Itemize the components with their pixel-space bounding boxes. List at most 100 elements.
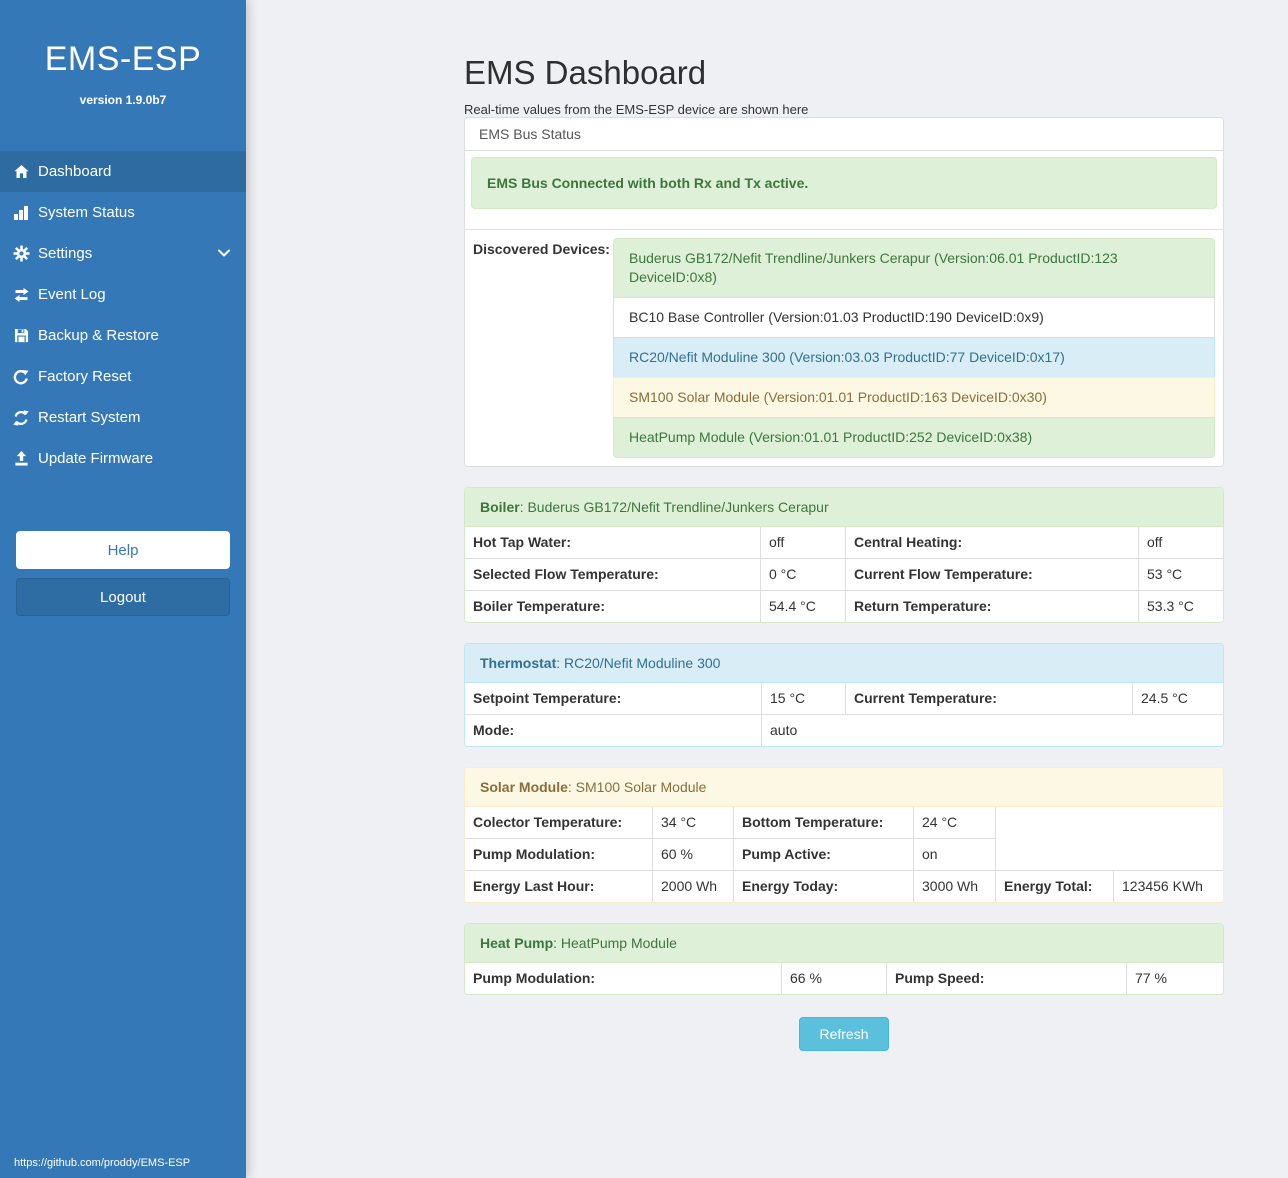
sidebar-item-settings[interactable]: Settings <box>0 233 246 274</box>
field-label: Return Temperature: <box>846 591 1139 622</box>
ems-bus-status-panel: EMS Bus Status EMS Bus Connected with bo… <box>464 117 1224 467</box>
main-content: EMS Dashboard Real-time values from the … <box>246 0 1288 1178</box>
thermostat-panel-title: Thermostat: RC20/Nefit Moduline 300 <box>465 644 1223 683</box>
table-row: Pump Modulation: 66 % Pump Speed: 77 % <box>465 963 1223 994</box>
sidebar-item-system-status[interactable]: System Status <box>0 192 246 233</box>
field-label: Pump Active: <box>734 839 914 870</box>
field-value: 60 % <box>653 839 734 870</box>
sidebar-item-label: Event Log <box>38 286 106 303</box>
field-value: 24 °C <box>914 807 996 839</box>
field-value: 34 °C <box>653 807 734 839</box>
table-row: Selected Flow Temperature: 0 °C Current … <box>465 558 1223 590</box>
field-value: 123456 KWh <box>1122 878 1203 894</box>
device-list-item: BC10 Base Controller (Version:01.03 Prod… <box>613 297 1215 338</box>
bus-status-alert: EMS Bus Connected with both Rx and Tx ac… <box>471 157 1217 209</box>
floppy-disk-icon <box>8 327 34 345</box>
field-value: 54.4 °C <box>761 591 846 622</box>
refresh-button[interactable]: Refresh <box>799 1017 889 1051</box>
field-label: Current Temperature: <box>846 683 1133 714</box>
boiler-panel: Boiler: Buderus GB172/Nefit Trendline/Ju… <box>464 487 1224 623</box>
sidebar-item-factory-reset[interactable]: Factory Reset <box>0 356 246 397</box>
sidebar-nav: Dashboard System Status Sett <box>0 151 246 479</box>
field-label: Pump Speed: <box>887 963 1127 994</box>
transfer-arrows-icon <box>8 286 34 304</box>
empty-cell <box>996 839 1223 870</box>
field-value: 15 °C <box>762 683 846 714</box>
field-value: 66 % <box>782 963 887 994</box>
field-value: 53 °C <box>1147 566 1183 582</box>
sidebar-item-label: Restart System <box>38 409 141 426</box>
upload-icon <box>8 450 34 468</box>
page-subtitle: Real-time values from the EMS-ESP device… <box>464 102 809 117</box>
field-label: Energy Last Hour: <box>465 871 653 902</box>
field-value: 2000 Wh <box>653 871 734 902</box>
page-title: EMS Dashboard <box>464 54 707 91</box>
panel-title-bold: Thermostat <box>480 655 557 671</box>
field-label: Pump Modulation: <box>465 963 782 994</box>
solar-module-panel: Solar Module: SM100 Solar Module Colecto… <box>464 767 1224 903</box>
panel-title-device: : HeatPump Module <box>553 935 677 951</box>
field-label: Hot Tap Water: <box>465 527 761 558</box>
table-row: Mode: auto <box>465 714 1223 746</box>
bar-chart-icon <box>8 204 34 222</box>
device-list: Buderus GB172/Nefit Trendline/Junkers Ce… <box>613 238 1215 458</box>
device-list-item: HeatPump Module (Version:01.01 ProductID… <box>613 417 1215 458</box>
github-link[interactable]: https://github.com/proddy/EMS-ESP <box>14 1157 191 1169</box>
heat-pump-panel: Heat Pump: HeatPump Module Pump Modulati… <box>464 923 1224 995</box>
device-list-item: RC20/Nefit Moduline 300 (Version:03.03 P… <box>613 337 1215 378</box>
sidebar-item-label: Update Firmware <box>38 450 154 467</box>
panel-title-device: : SM100 Solar Module <box>567 779 707 795</box>
chevron-down-icon <box>218 249 230 257</box>
thermostat-panel: Thermostat: RC20/Nefit Moduline 300 Setp… <box>464 643 1224 747</box>
sidebar-item-label: Factory Reset <box>38 368 132 385</box>
sidebar-item-backup-restore[interactable]: Backup & Restore <box>0 315 246 356</box>
field-value: 53.3 °C <box>1147 598 1194 614</box>
sidebar-item-restart-system[interactable]: Restart System <box>0 397 246 438</box>
sidebar-item-dashboard[interactable]: Dashboard <box>0 151 246 192</box>
panel-title-bold: Boiler <box>480 499 520 515</box>
app-title: EMS-ESP <box>44 40 202 78</box>
table-row: Setpoint Temperature: 15 °C Current Temp… <box>465 683 1223 714</box>
table-row: Energy Last Hour: 2000 Wh Energy Today: … <box>465 870 1223 902</box>
field-label: Selected Flow Temperature: <box>465 559 761 590</box>
field-value: 77 % <box>1135 970 1167 986</box>
sidebar-item-label: System Status <box>38 204 135 221</box>
field-value: off <box>1147 534 1163 550</box>
device-list-item: Buderus GB172/Nefit Trendline/Junkers Ce… <box>613 238 1215 298</box>
app-version: version 1.9.0b7 <box>79 93 167 107</box>
discovered-devices-section: Discovered Devices: Buderus GB172/Nefit … <box>465 229 1223 466</box>
panel-title: EMS Bus Status <box>465 118 1223 151</box>
heat-pump-panel-title: Heat Pump: HeatPump Module <box>465 924 1223 963</box>
panel-title-bold: Heat Pump <box>480 935 554 951</box>
table-row: Boiler Temperature: 54.4 °C Return Tempe… <box>465 590 1223 622</box>
field-label: Pump Modulation: <box>465 839 653 870</box>
empty-cell <box>996 807 1223 839</box>
field-label: Setpoint Temperature: <box>465 683 762 714</box>
panel-title-device: : Buderus GB172/Nefit Trendline/Junkers … <box>519 499 829 515</box>
field-label: Bottom Temperature: <box>734 807 914 839</box>
table-row: Colector Temperature: 34 °C Bottom Tempe… <box>465 807 1223 839</box>
sidebar-item-update-firmware[interactable]: Update Firmware <box>0 438 246 479</box>
field-label: Current Flow Temperature: <box>846 559 1139 590</box>
reset-arrow-icon <box>8 368 34 386</box>
field-value: off <box>761 527 846 558</box>
field-label: Central Heating: <box>846 527 1139 558</box>
field-value: on <box>914 839 996 870</box>
discovered-devices-label: Discovered Devices: <box>473 241 610 257</box>
field-label: Mode: <box>465 715 762 746</box>
field-value: 0 °C <box>761 559 846 590</box>
restart-icon <box>8 409 34 427</box>
sidebar-item-event-log[interactable]: Event Log <box>0 274 246 315</box>
field-value: 3000 Wh <box>914 871 996 902</box>
solar-panel-title: Solar Module: SM100 Solar Module <box>465 768 1223 807</box>
sidebar-item-label: Settings <box>38 245 93 262</box>
sidebar-item-label: Dashboard <box>38 163 112 180</box>
field-label: Colector Temperature: <box>465 807 653 839</box>
logout-button[interactable]: Logout <box>16 578 230 616</box>
panel-title-device: : RC20/Nefit Moduline 300 <box>556 655 721 671</box>
field-label: Energy Today: <box>734 871 914 902</box>
field-value: auto <box>770 722 798 738</box>
device-list-item: SM100 Solar Module (Version:01.01 Produc… <box>613 377 1215 418</box>
sidebar: EMS-ESP version 1.9.0b7 Dashboard System… <box>0 0 246 1178</box>
help-button[interactable]: Help <box>16 531 230 569</box>
